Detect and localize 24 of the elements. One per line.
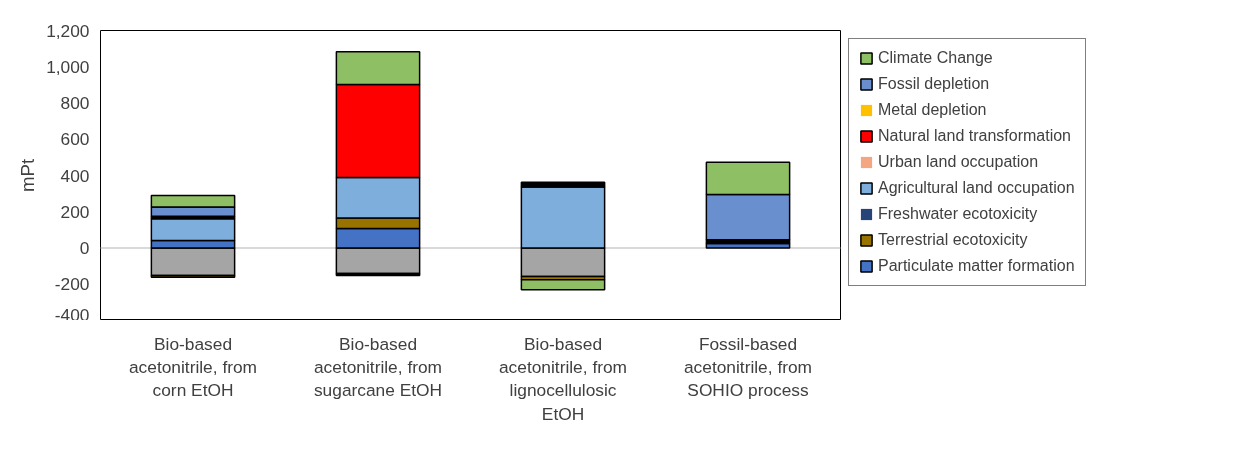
legend-label: Natural land transformation [878, 127, 1071, 145]
legend-label: Metal depletion [878, 101, 987, 119]
legend-label: Urban land occupation [878, 153, 1039, 171]
y-axis-title: mPt [17, 158, 39, 193]
legend-label: Freshwater ecotoxicity [878, 205, 1038, 223]
y-tick-label: 800 [60, 93, 90, 113]
x-tick-label: Bio-based acetonitrile, from sugarcane EtOH [313, 333, 443, 401]
x-tick-label: Fossil-based acetonitrile, from SOHIO process [683, 333, 813, 401]
legend-label: Agricultural land occupation [878, 179, 1075, 197]
x-tick-label: Bio-based acetonitrile, from lignocellulosic EtOH [498, 333, 628, 424]
legend-label: Particulate matter formation [878, 257, 1075, 275]
y-tick-label: -200 [54, 274, 90, 295]
y-tick-label: 1,200 [46, 20, 90, 41]
y-tick-label: 400 [60, 165, 90, 186]
bar [520, 278, 606, 291]
legend-label: Climate Change [878, 49, 993, 67]
y-tick-label: 0 [79, 238, 90, 258]
y-tick-label: 200 [60, 201, 90, 222]
legend-label: Terrestrial ecotoxicity [878, 231, 1028, 249]
legend-label: Fossil depletion [878, 75, 990, 93]
x-tick-label: Bio-based acetonitrile, from corn EtOH [128, 333, 258, 401]
y-tick-label: 600 [60, 129, 90, 150]
y-tick-label: -400 [54, 304, 90, 325]
y-tick-label: 1,000 [46, 56, 90, 77]
